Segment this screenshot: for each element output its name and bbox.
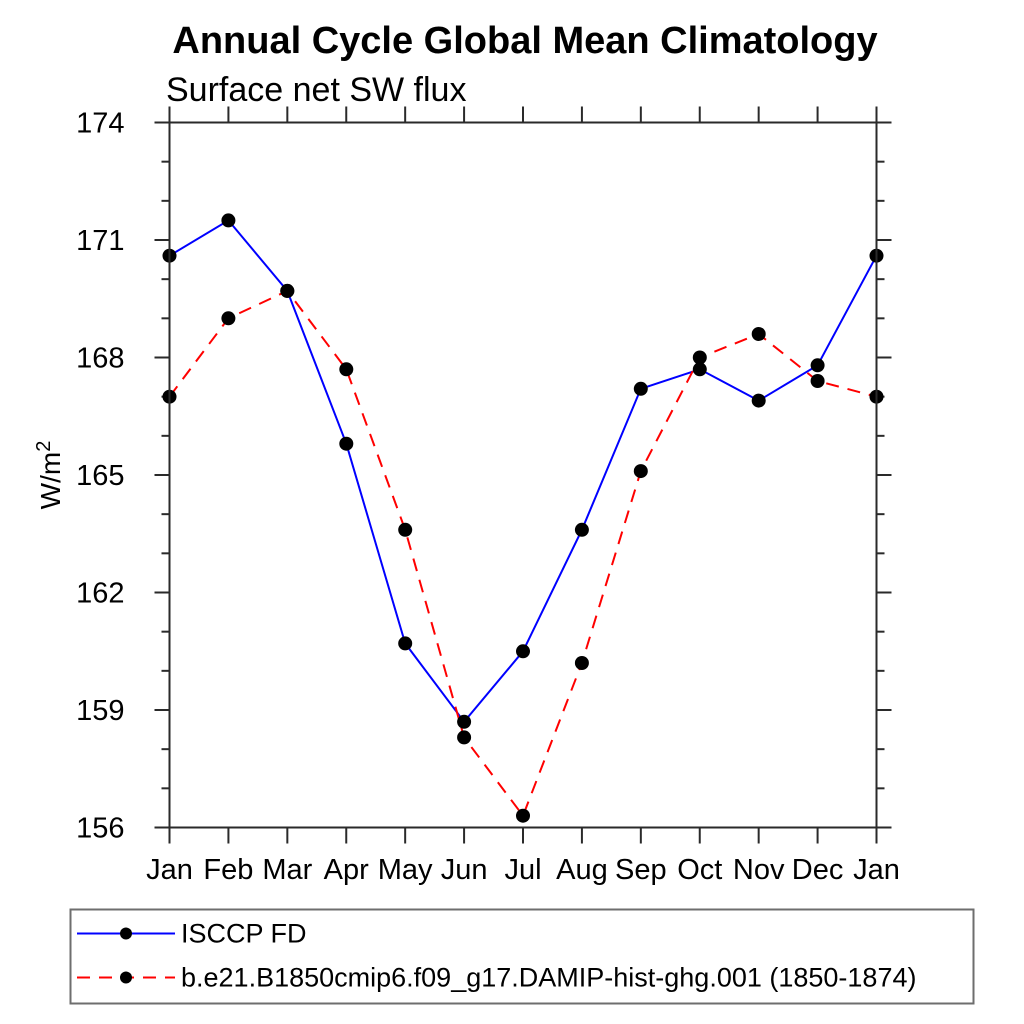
data-point-marker	[574, 522, 589, 537]
x-tick-label: Sep	[615, 854, 667, 886]
x-tick-label: Feb	[203, 854, 253, 886]
chart-subtitle: Surface net SW flux	[166, 71, 466, 109]
x-tick-label: Dec	[792, 854, 844, 886]
x-tick-label: Jun	[441, 854, 488, 886]
data-point-marker	[810, 374, 825, 388]
y-tick-label: 165	[76, 460, 124, 492]
data-point-marker	[633, 381, 648, 396]
legend-label: b.e21.B1850cmip6.f09_g17.DAMIP-hist-ghg.…	[181, 963, 916, 993]
data-point-marker	[810, 358, 825, 373]
series-line-model	[168, 289, 877, 818]
x-tick-label: Mar	[262, 854, 312, 886]
y-tick-label: 156	[76, 813, 124, 845]
data-point-marker	[339, 436, 354, 451]
y-axis-label-superscript: 2	[33, 441, 55, 452]
data-point-marker	[574, 656, 589, 670]
y-tick-label: 159	[76, 695, 124, 727]
data-point-marker	[339, 362, 354, 377]
data-point-marker	[457, 714, 472, 729]
x-tick-label: May	[378, 854, 433, 886]
legend-entries: ISCCP FD b.e21.B1850cmip6.f09_g17.DAMIP-h…	[77, 919, 916, 993]
axis-tick-labels: Jan Feb Mar Apr May Jun Jul Aug Sep Oct Nov Dec Jan 1…	[76, 108, 900, 887]
y-axis-label-base: W/m	[35, 452, 66, 510]
data-point-marker	[398, 636, 413, 651]
x-tick-label: Nov	[733, 854, 785, 886]
y-tick-label: 168	[76, 343, 124, 375]
data-point-marker	[751, 393, 766, 408]
x-tick-label: Apr	[324, 854, 369, 886]
data-point-marker	[221, 311, 236, 326]
data-point-marker	[221, 213, 236, 228]
legend-label: ISCCP FD	[181, 919, 307, 949]
data-point-marker	[398, 522, 413, 537]
y-tick-label: 174	[76, 108, 124, 140]
data-point-marker	[457, 730, 472, 745]
data-point-markers	[162, 213, 884, 823]
plot-frame	[168, 121, 878, 829]
y-tick-label: 162	[76, 578, 124, 610]
y-tick-label: 171	[76, 225, 124, 257]
legend-marker	[120, 971, 132, 984]
legend-box	[69, 908, 975, 1005]
data-point-marker	[633, 464, 648, 479]
chart-title: Annual Cycle Global Mean Climatology	[172, 20, 877, 62]
y-axis-label: W/m2	[33, 441, 66, 510]
x-tick-label: Jul	[504, 854, 541, 886]
series-lines	[168, 219, 878, 818]
x-tick-label: Aug	[556, 854, 608, 886]
data-point-marker	[751, 327, 766, 341]
x-tick-label: Jan	[146, 854, 193, 886]
legend-marker	[120, 927, 132, 940]
data-point-marker	[692, 350, 707, 365]
data-point-marker	[516, 808, 530, 823]
data-point-marker	[692, 362, 707, 377]
data-point-marker	[280, 283, 295, 298]
data-point-marker	[516, 644, 530, 659]
x-tick-label: Oct	[677, 854, 722, 886]
x-tick-label: Jan	[853, 854, 900, 886]
axis-ticks	[154, 106, 892, 844]
